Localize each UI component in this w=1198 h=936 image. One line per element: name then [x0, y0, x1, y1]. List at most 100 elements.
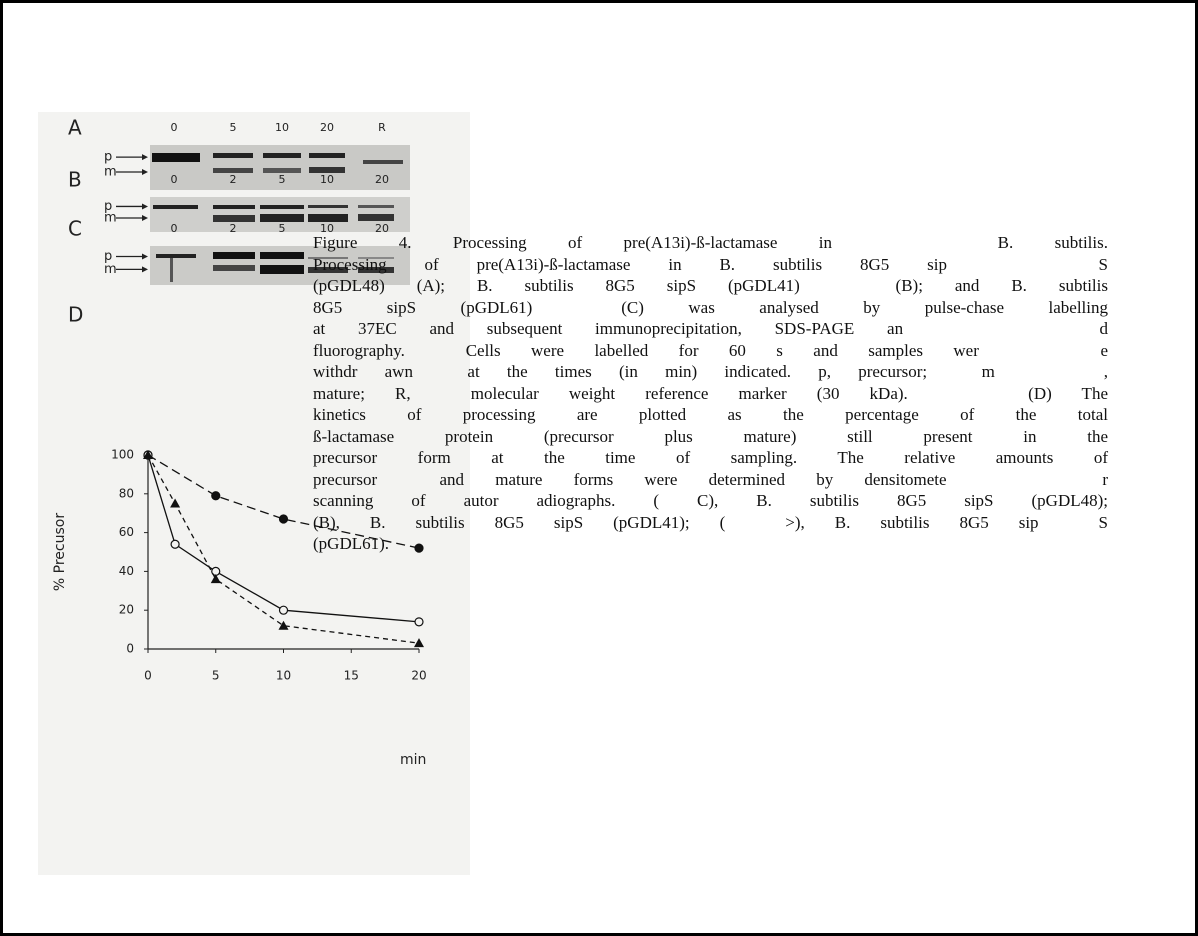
row-arrowhead	[142, 266, 148, 273]
x-tick-label: 10	[276, 669, 291, 683]
row-arrowhead	[142, 203, 148, 210]
x-axis-label: min	[400, 752, 426, 768]
gel-band	[213, 205, 255, 209]
row-label: p	[104, 199, 112, 214]
gel-b	[150, 197, 410, 232]
x-tick-label: 20	[411, 669, 426, 683]
gel-c	[150, 246, 410, 285]
x-tick-label: 5	[212, 669, 220, 683]
data-point	[414, 543, 424, 553]
lane-label: 0	[171, 173, 178, 186]
row-arrowhead	[142, 253, 148, 260]
data-point	[278, 620, 289, 630]
y-axis-label: % Precusor	[52, 513, 68, 591]
gel-band	[309, 153, 345, 158]
caption-line: ß-lactamase protein (precursor plus matu…	[313, 426, 1108, 446]
lane-label: 20	[375, 173, 389, 186]
y-tick-label: 80	[119, 486, 134, 500]
lane-label: 2	[230, 173, 237, 186]
gel-band	[263, 153, 301, 158]
lane-label: 5	[279, 222, 286, 235]
gel-band	[308, 257, 348, 259]
x-tick-label: 0	[144, 669, 152, 683]
data-point	[278, 605, 289, 615]
caption-line: mature; R, molecular weight reference ma…	[313, 383, 1108, 403]
gel-band	[309, 167, 345, 173]
gel-band	[213, 153, 253, 158]
gel-band	[260, 214, 304, 222]
lane-label: 5	[230, 121, 237, 134]
lane-label: 20	[320, 121, 334, 134]
lane-label: 5	[279, 173, 286, 186]
gel-band	[260, 205, 304, 209]
gel-band	[260, 265, 304, 274]
gel-a	[150, 145, 410, 190]
y-tick-label: 40	[119, 564, 134, 578]
data-point	[278, 514, 289, 524]
data-point	[170, 498, 181, 508]
row-label: m	[104, 262, 117, 277]
lane-label: 20	[375, 222, 389, 235]
gel-streak	[170, 258, 173, 282]
caption-line: precursor and mature forms were determin…	[313, 469, 1108, 489]
gel-band	[358, 267, 394, 273]
gel-band	[153, 205, 198, 209]
lane-label: 0	[171, 121, 178, 134]
gel-band	[308, 214, 348, 222]
gel-band	[363, 160, 403, 164]
gel-band	[358, 257, 394, 259]
y-tick-label: 20	[119, 603, 134, 617]
gel-band	[260, 252, 304, 259]
gel-band	[213, 168, 253, 173]
caption-line: (pGDL48) (A); B. subtilis 8G5 sipS (pGDL…	[313, 276, 1108, 295]
gel-background	[150, 145, 410, 190]
data-point	[170, 539, 180, 549]
lane-label: 10	[275, 121, 289, 134]
data-point	[414, 638, 424, 648]
caption-line: (pGDL61).	[313, 534, 390, 553]
caption-line: scanning of autor adiographs. ( C), B. s…	[313, 491, 1108, 510]
lane-label: 10	[320, 173, 334, 186]
gel-band	[213, 265, 255, 271]
y-tick-label: 0	[126, 642, 134, 656]
series-line	[147, 454, 420, 549]
row-arrowhead	[142, 169, 148, 175]
caption-line: Processing of pre(A13i)-ß-lactamase in B…	[313, 254, 1108, 274]
data-point	[210, 574, 221, 584]
row-arrowhead	[142, 215, 148, 221]
series-line	[147, 454, 420, 644]
lane-label: 10	[320, 222, 334, 235]
figure-caption: Figure 4. Processing of pre(A13i)-ß-lact…	[313, 232, 1108, 555]
caption-line: fluorography. Cells were labelled for 60…	[313, 340, 1108, 360]
caption-line: Figure 4. Processing of pre(A13i)-ß-lact…	[313, 233, 1108, 252]
gel-band	[308, 267, 348, 273]
gel-band	[263, 168, 301, 173]
row-label: m	[104, 211, 117, 226]
lane-label: 0	[171, 222, 178, 235]
gel-band	[152, 153, 200, 162]
panel-label: D	[68, 303, 83, 327]
row-label: p	[104, 150, 112, 165]
gel-band	[156, 254, 196, 258]
y-tick-label: 60	[119, 525, 134, 539]
y-tick-label: 100	[111, 448, 134, 462]
caption-line: (B), B. subtilis 8G5 sipS (pGDL41); ( >)…	[313, 512, 1108, 532]
panel-label: A	[68, 116, 82, 140]
gel-band	[358, 214, 394, 221]
panel-label: B	[68, 168, 82, 192]
caption-line: withdr awn at the times (in min) indicat…	[313, 362, 1108, 381]
caption-line: 8G5 sipS (pGDL61) (C) was analysed by pu…	[313, 297, 1108, 317]
row-arrowhead	[142, 154, 148, 161]
caption-line: kinetics of processing are plotted as th…	[313, 405, 1108, 424]
gel-band	[213, 252, 255, 259]
lane-label: R	[378, 121, 386, 134]
data-point	[143, 450, 153, 459]
data-point	[211, 491, 221, 501]
gel-band	[213, 215, 255, 222]
data-point	[414, 617, 424, 627]
row-label: p	[104, 249, 112, 264]
caption-line: precursor form at the time of sampling. …	[313, 448, 1108, 467]
x-tick-label: 15	[344, 669, 359, 683]
